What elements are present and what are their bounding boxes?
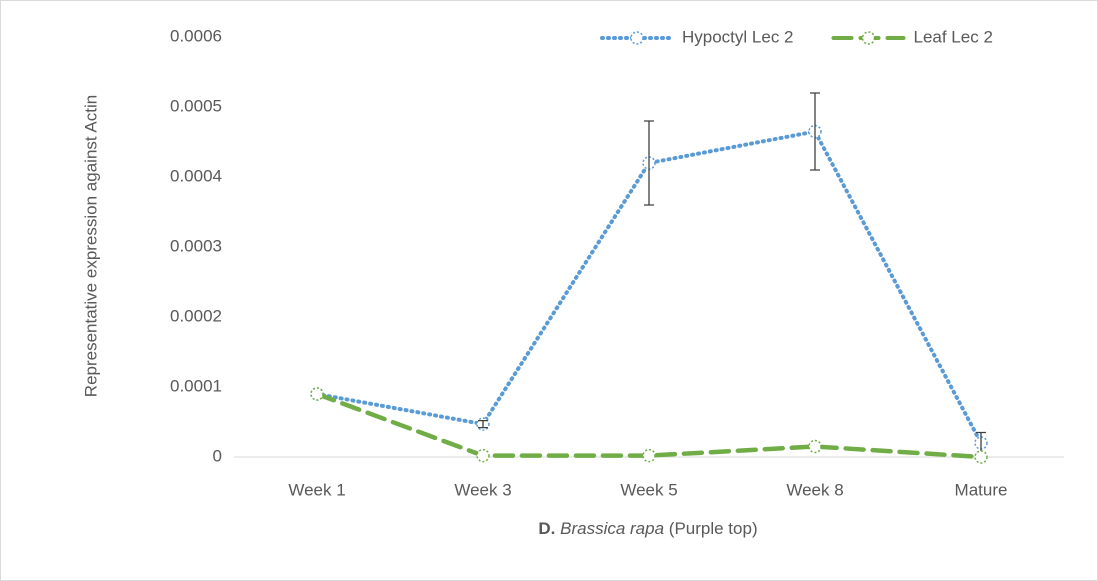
legend-marker — [861, 31, 876, 45]
y-axis-label: Representative expression against Actin — [81, 95, 100, 397]
x-tick-label: Week 1 — [288, 480, 345, 499]
y-tick-label: 0 — [213, 446, 222, 465]
y-tick-label: 0.0002 — [170, 306, 222, 325]
y-tick-label: 0.0005 — [170, 96, 222, 115]
x-tick-label: Mature — [955, 480, 1008, 499]
x-label-part: (Purple top) — [669, 519, 758, 538]
x-axis-label: D. Brassica rapa (Purple top) — [538, 519, 757, 538]
legend-marker — [630, 31, 644, 45]
y-tick-label: 0.0001 — [170, 376, 222, 395]
marker — [310, 387, 324, 401]
x-tick-label: Week 8 — [786, 480, 843, 499]
y-tick-label: 0.0006 — [170, 26, 222, 45]
x-tick-label: Week 5 — [620, 480, 677, 499]
marker — [974, 450, 988, 464]
legend-label: Hypoctyl Lec 2 — [682, 27, 794, 46]
marker — [808, 439, 822, 454]
y-tick-label: 0.0003 — [170, 236, 222, 255]
x-label-part: Brassica rapa — [560, 519, 664, 538]
marker — [476, 448, 490, 463]
x-tick-label: Week 3 — [454, 480, 511, 499]
error-bar — [478, 419, 488, 429]
error-bar — [810, 92, 820, 171]
legend-label: Leaf Lec 2 — [914, 27, 993, 46]
error-bar — [644, 120, 654, 206]
y-tick-label: 0.0004 — [170, 166, 222, 185]
x-label-part: D. — [538, 519, 555, 538]
marker — [642, 448, 656, 463]
